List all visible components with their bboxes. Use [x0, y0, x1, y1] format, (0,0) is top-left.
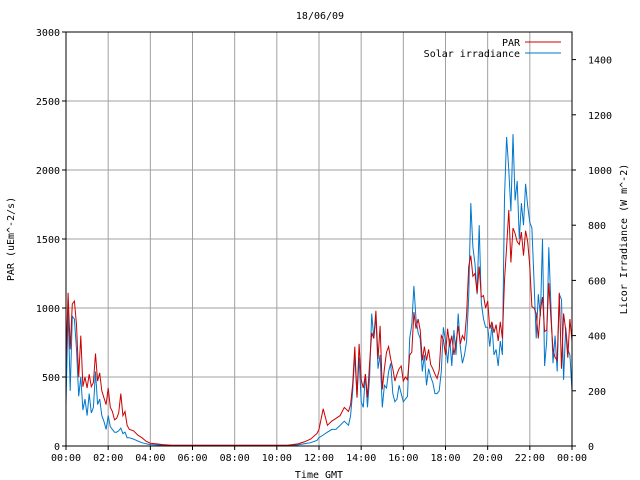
legend-label-solar-irradiance: Solar irradiance [424, 49, 520, 60]
x-tick-label: 22:00 [515, 453, 545, 464]
x-tick-label: 00:00 [557, 453, 587, 464]
y-right-tick-label: 400 [588, 332, 606, 343]
y-right-tick-label: 0 [588, 442, 594, 453]
x-tick-label: 00:00 [51, 453, 81, 464]
x-tick-label: 02:00 [93, 453, 123, 464]
series-layer [65, 134, 573, 446]
legend: PAR Solar irradiance [424, 38, 561, 60]
grid [66, 32, 572, 446]
x-tick-label: 04:00 [135, 453, 165, 464]
x-axis-label: Time GMT [295, 470, 343, 480]
x-tick-label: 08:00 [220, 453, 250, 464]
y-right-tick-label: 800 [588, 221, 606, 232]
y-left-tick-label: 1500 [36, 235, 60, 246]
x-tick-label: 14:00 [346, 453, 376, 464]
y-right-tick-label: 1200 [588, 111, 612, 122]
y-left-tick-label: 500 [42, 373, 60, 384]
x-tick-label: 18:00 [430, 453, 460, 464]
x-tick-label: 06:00 [177, 453, 207, 464]
x-tick-label: 12:00 [304, 453, 334, 464]
x-tick-label: 20:00 [473, 453, 503, 464]
y-left-tick-label: 2500 [36, 97, 60, 108]
y-right-tick-label: 1400 [588, 56, 612, 67]
chart-title: 18/06/09 [296, 11, 344, 22]
y-left-tick-label: 2000 [36, 166, 60, 177]
series-line-solar-irradiance [65, 134, 573, 446]
y-left-tick-label: 3000 [36, 28, 60, 39]
y-axis-right-label: Licor Irradiance (W m^-2) [619, 164, 630, 315]
y-left-tick-label: 1000 [36, 304, 60, 315]
series-line-par [65, 209, 573, 446]
x-axis-ticks: 00:00 02:00 04:00 06:00 08:00 10:00 12:00 14:00… [51, 446, 587, 464]
legend-label-par: PAR [502, 38, 521, 49]
y-left-tick-label: 0 [54, 442, 60, 453]
y-axis-right-ticks: 0 200 400 600 800 1000 1200 1400 [572, 56, 612, 453]
y-right-tick-label: 200 [588, 387, 606, 398]
y-right-tick-label: 1000 [588, 166, 612, 177]
y-axis-left-ticks: 0 500 1000 1500 2000 2500 3000 [36, 28, 66, 453]
y-right-tick-label: 600 [588, 276, 606, 287]
x-tick-label: 10:00 [262, 453, 292, 464]
x-tick-label: 16:00 [388, 453, 418, 464]
y-axis-left-label: PAR (uEm^-2/s) [6, 197, 17, 281]
